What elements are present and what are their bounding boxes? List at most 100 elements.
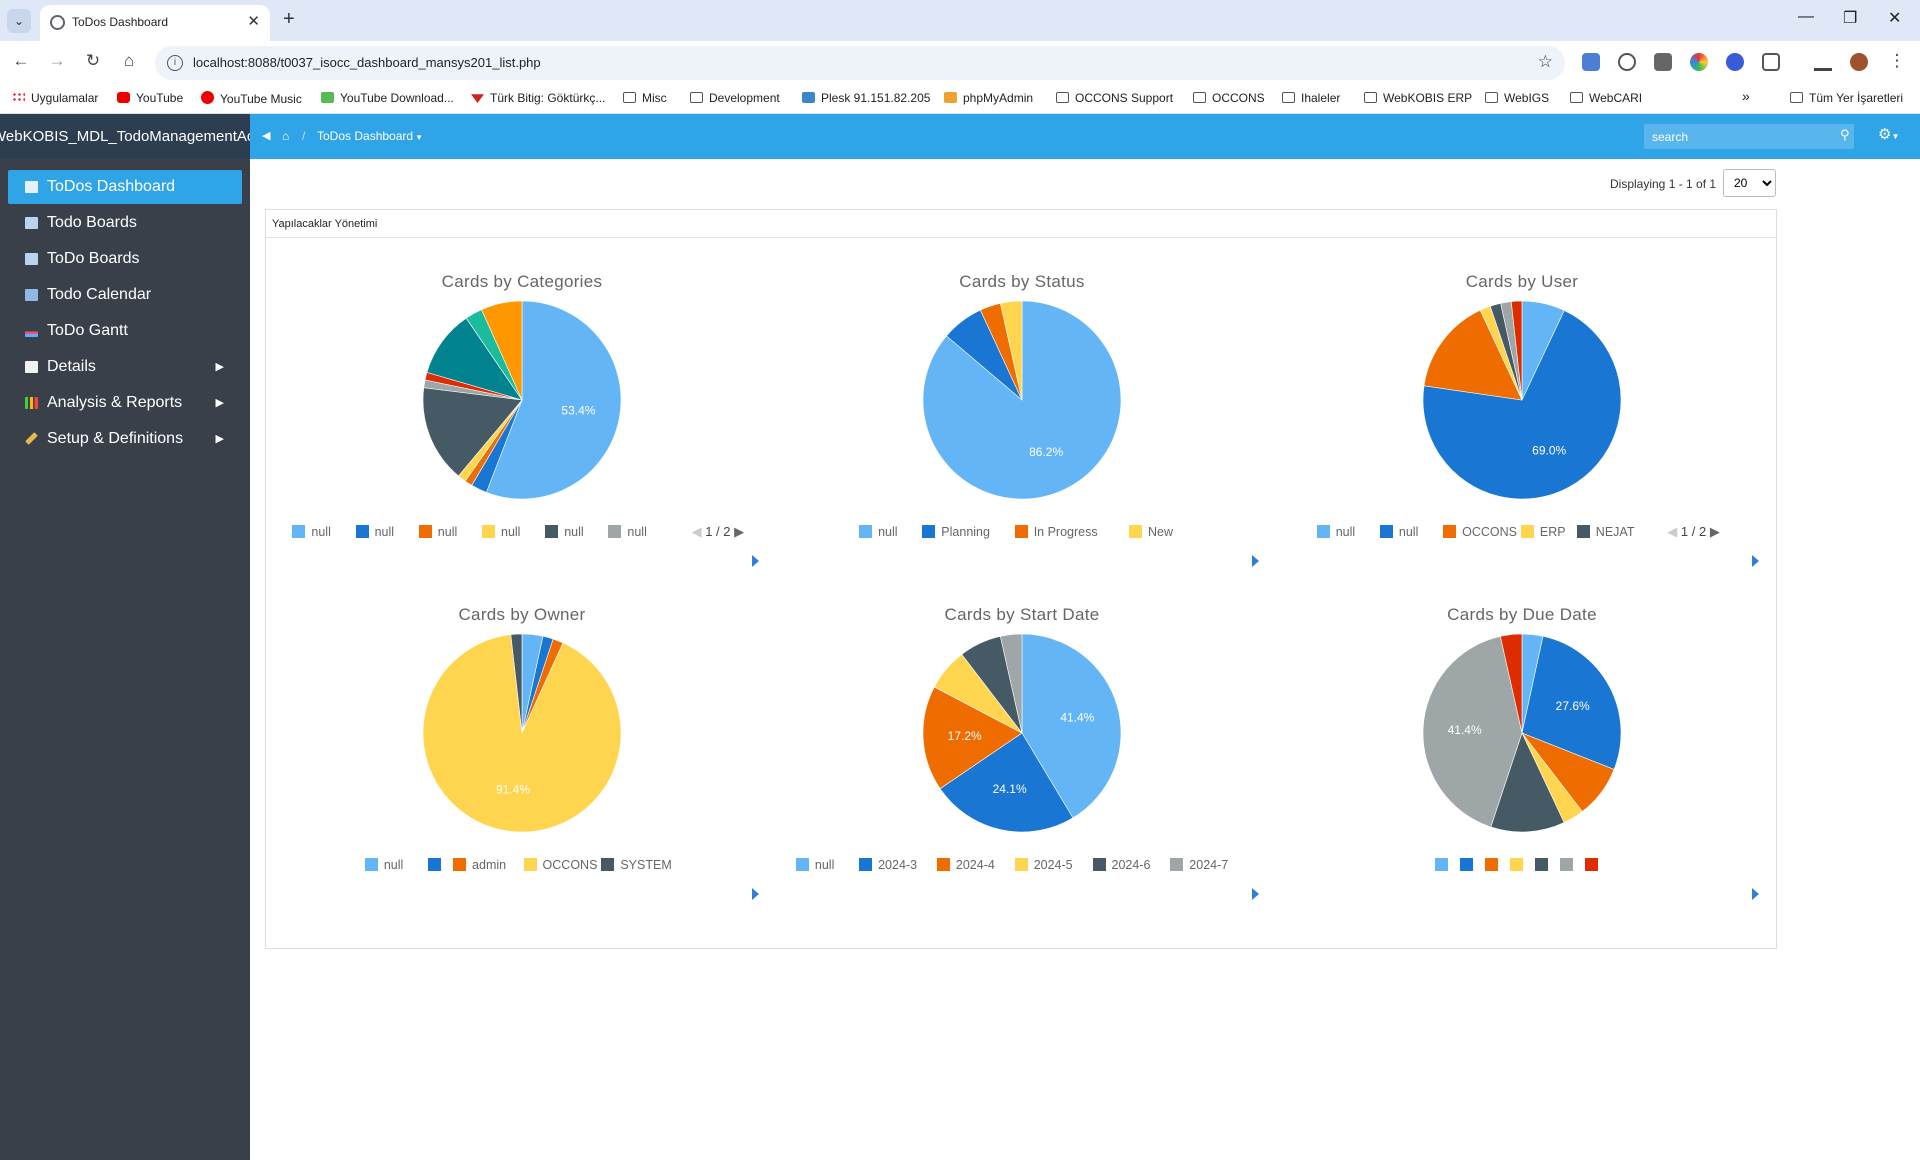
- legend-item[interactable]: null: [292, 525, 331, 539]
- expand-chart-icon[interactable]: [1752, 888, 1759, 900]
- legend-item[interactable]: null: [608, 525, 647, 539]
- legend-item[interactable]: [1559, 858, 1579, 872]
- legend-item[interactable]: 2024-4: [936, 858, 995, 872]
- recycle-extension-icon[interactable]: [1618, 53, 1636, 71]
- pie-slice[interactable]: [1422, 310, 1622, 500]
- legend-item[interactable]: [428, 858, 447, 872]
- legend-item[interactable]: null: [1316, 525, 1355, 539]
- legend-item[interactable]: [1459, 858, 1479, 872]
- legend-item[interactable]: null: [482, 525, 520, 539]
- legend-item[interactable]: 2024-7: [1170, 858, 1228, 872]
- bookmark-development[interactable]: Development: [690, 91, 780, 105]
- pie-slice[interactable]: [1021, 633, 1122, 819]
- legend-item[interactable]: 2024-3: [859, 858, 917, 872]
- sidebar-item-todos-dashboard[interactable]: ToDos Dashboard: [8, 170, 242, 204]
- page-size-select[interactable]: 20: [1723, 169, 1776, 197]
- breadcrumb-current[interactable]: ToDos Dashboard ▼: [317, 114, 423, 159]
- sidebar-item-todo-gantt[interactable]: ToDo Gantt: [8, 314, 242, 348]
- profile-avatar[interactable]: [1850, 53, 1868, 71]
- bookmarks-overflow-icon[interactable]: »: [1742, 88, 1750, 104]
- expand-chart-icon[interactable]: [1252, 555, 1259, 567]
- bookmark-ihaleler[interactable]: Ihaleler: [1282, 91, 1340, 105]
- legend-item[interactable]: New: [1129, 525, 1173, 539]
- legend-item[interactable]: [1484, 858, 1504, 872]
- legend-item[interactable]: OCCONS: [1443, 525, 1517, 539]
- html-extension-icon[interactable]: [1654, 53, 1672, 71]
- pie-slice[interactable]: [1000, 633, 1023, 734]
- minimize-icon[interactable]: —: [1798, 8, 1814, 25]
- reload-icon[interactable]: ↻: [85, 51, 101, 70]
- pie-slice[interactable]: [922, 686, 1023, 790]
- legend-item[interactable]: null: [859, 525, 898, 539]
- legend-item[interactable]: SYSTEM: [601, 858, 672, 872]
- bookmark-occons[interactable]: OCCONS: [1193, 91, 1265, 105]
- legend-item[interactable]: null: [1379, 525, 1418, 539]
- site-info-icon[interactable]: i: [167, 55, 183, 71]
- sidebar-item-todo-boards-2[interactable]: ToDo Boards: [8, 242, 242, 276]
- expand-chart-icon[interactable]: [1752, 555, 1759, 567]
- back-icon[interactable]: ←: [12, 51, 30, 70]
- expand-chart-icon[interactable]: [752, 555, 759, 567]
- legend-item[interactable]: OCCONS: [523, 858, 597, 872]
- bookmark-webkobis-erp[interactable]: WebKOBIS ERP: [1364, 91, 1472, 105]
- sidebar-item-todo-boards[interactable]: Todo Boards: [8, 206, 242, 240]
- expand-chart-icon[interactable]: [752, 888, 759, 900]
- bookmark-star-icon[interactable]: ☆: [1537, 52, 1553, 71]
- translate-extension-icon[interactable]: [1582, 53, 1600, 71]
- restore-icon[interactable]: ❐: [1843, 10, 1858, 27]
- legend-pager[interactable]: ◀ 1 / 2 ▶: [1667, 524, 1720, 540]
- legend-item[interactable]: In Progress: [1014, 525, 1098, 539]
- bookmark-misc[interactable]: Misc: [623, 91, 667, 105]
- pie-slice[interactable]: [1000, 300, 1023, 401]
- legend-pager[interactable]: ◀ 1 / 2 ▶: [692, 524, 745, 540]
- tab-search-chevron-icon[interactable]: ⌄: [7, 9, 31, 33]
- bookmark-plesk[interactable]: Plesk 91.151.82.205: [802, 91, 930, 105]
- legend-item[interactable]: [1434, 858, 1454, 872]
- legend-item[interactable]: null: [545, 525, 584, 539]
- forward-icon[interactable]: →: [48, 51, 66, 70]
- bookmark-apps[interactable]: Uygulamalar: [12, 91, 98, 105]
- pie-slice[interactable]: [510, 633, 523, 734]
- pie-slice[interactable]: [1422, 636, 1523, 828]
- pie-slice[interactable]: [426, 317, 523, 401]
- pie-slice[interactable]: [1423, 309, 1523, 401]
- legend-item[interactable]: [1534, 858, 1554, 872]
- pie-slice[interactable]: [1500, 633, 1523, 734]
- pie-slice[interactable]: [1510, 300, 1523, 401]
- pie-slice[interactable]: [422, 387, 523, 477]
- legend-next-icon[interactable]: ▶: [734, 524, 745, 539]
- sidebar-toggle-icon[interactable]: ◀: [262, 130, 271, 142]
- legend-item[interactable]: null: [364, 858, 403, 872]
- bookmark-webcari[interactable]: WebCARI: [1570, 91, 1642, 105]
- address-bar[interactable]: i localhost:8088/t0037_isocc_dashboard_m…: [155, 46, 1565, 80]
- window-close-icon[interactable]: ✕: [1888, 10, 1902, 27]
- sidebar-item-setup-definitions[interactable]: Setup & Definitions ▶: [8, 422, 242, 456]
- bookmark-webigs[interactable]: WebIGS: [1485, 91, 1549, 105]
- legend-item[interactable]: null: [355, 525, 394, 539]
- pie-slice[interactable]: [481, 300, 523, 401]
- url-text[interactable]: localhost:8088/t0037_isocc_dashboard_man…: [193, 55, 541, 70]
- pie-slice[interactable]: [1521, 635, 1622, 770]
- legend-item[interactable]: null: [795, 858, 834, 872]
- home-breadcrumb-icon[interactable]: ⌂: [282, 129, 290, 143]
- bookmark-youtube-music[interactable]: YouTube Music: [201, 91, 302, 106]
- legend-next-icon[interactable]: ▶: [1709, 524, 1720, 539]
- legend-item[interactable]: [1584, 858, 1604, 872]
- sidebar-item-todo-calendar[interactable]: Todo Calendar: [8, 278, 242, 312]
- search-input[interactable]: [1644, 124, 1854, 149]
- bookmark-turk-bitig[interactable]: Türk Bitig: Göktürkç...: [471, 91, 605, 105]
- sidebar-item-analysis-reports[interactable]: Analysis & Reports ▶: [8, 386, 242, 420]
- legend-item[interactable]: null: [418, 525, 457, 539]
- legend-item[interactable]: Planning: [922, 525, 990, 539]
- pie-slice[interactable]: [422, 634, 622, 833]
- legend-item[interactable]: 2024-6: [1092, 858, 1150, 872]
- bookmark-phpmyadmin[interactable]: phpMyAdmin: [944, 91, 1033, 105]
- legend-item[interactable]: admin: [453, 858, 506, 872]
- bookmark-youtube[interactable]: YouTube: [117, 91, 183, 105]
- bookmark-occons-support[interactable]: OCCONS Support: [1056, 91, 1173, 105]
- bookmark-youtube-download[interactable]: YouTube Download...: [321, 91, 454, 105]
- infinity-extension-icon[interactable]: [1726, 53, 1744, 71]
- legend-item[interactable]: NEJAT: [1576, 525, 1634, 539]
- browser-menu-icon[interactable]: ⋮: [1888, 51, 1906, 70]
- pie-slice[interactable]: [485, 300, 622, 500]
